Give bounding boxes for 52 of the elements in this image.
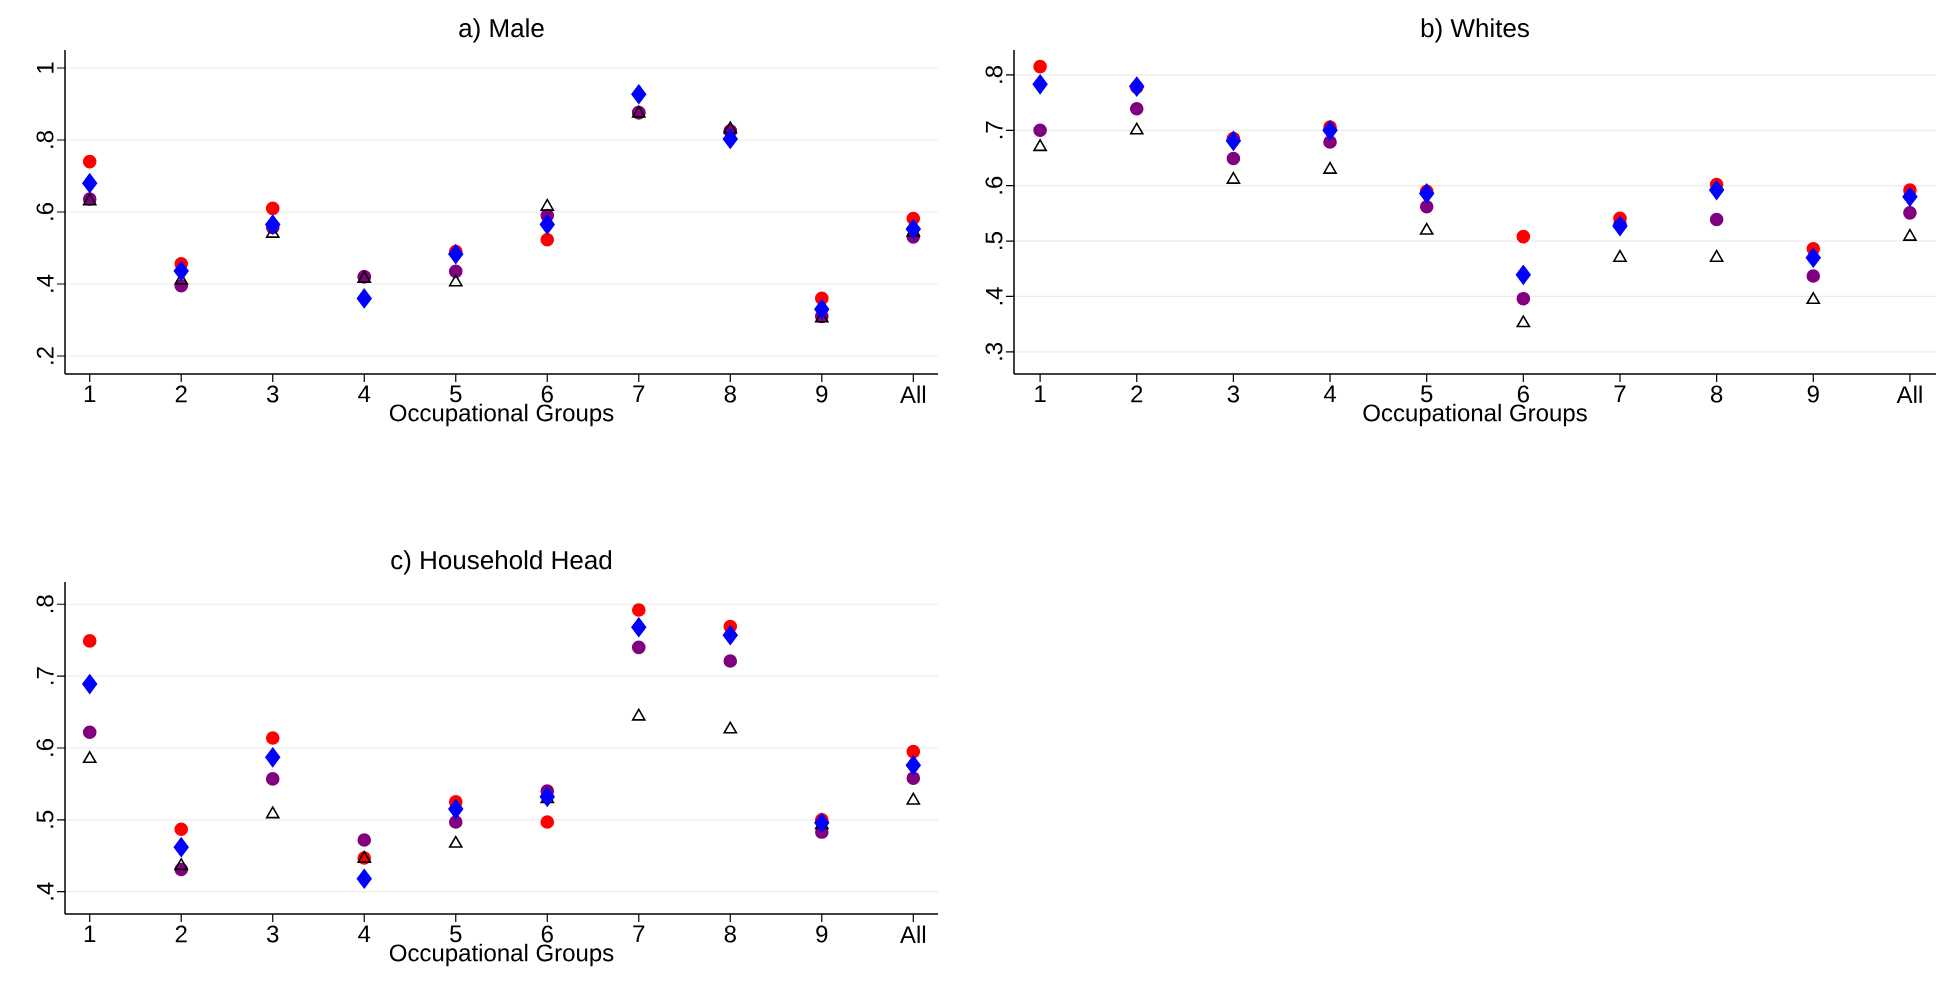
y-tick-label: .4 [36, 274, 54, 292]
x-tick-label: 8 [1710, 385, 1723, 403]
y-tick-label: .3 [985, 342, 1003, 360]
x-tick-label: 6 [541, 385, 553, 403]
x-tick-label: 6 [1517, 385, 1529, 403]
y-tick-label: .8 [36, 595, 54, 613]
x-tick-label: 9 [816, 385, 828, 403]
x-tick-label: 3 [266, 385, 279, 403]
x-axis-title: Occupational Groups [389, 403, 614, 427]
y-tick-label: .7 [36, 667, 54, 684]
x-tick-label: 4 [358, 385, 371, 403]
x-tick-label: 5 [450, 385, 462, 403]
x-tick-label: 9 [816, 925, 828, 943]
y-tick-label: .2 [36, 347, 54, 364]
chart-title: b) Whites [1421, 18, 1529, 43]
y-tick-label: .5 [985, 232, 1003, 249]
x-tick-label: 7 [633, 385, 645, 403]
x-tick-label: 3 [1227, 385, 1240, 403]
x-tick-label: 5 [1420, 385, 1433, 403]
y-tick-label: .7 [985, 121, 1003, 139]
x-tick-label: 1 [84, 385, 96, 403]
x-tick-label: 4 [358, 925, 371, 943]
x-tick-label: 2 [175, 925, 187, 943]
y-tick-label: .6 [985, 176, 1003, 194]
x-axis-title: Occupational Groups [389, 943, 614, 967]
x-axis-title: Occupational Groups [1363, 403, 1587, 427]
y-tick-label: .4 [36, 882, 54, 900]
x-tick-label: 8 [724, 925, 736, 943]
x-tick-label: All [900, 385, 926, 403]
x-tick-label: All [900, 925, 926, 943]
x-tick-label: 7 [1614, 385, 1626, 403]
x-tick-label: 8 [724, 385, 736, 403]
x-tick-label: 4 [1323, 385, 1337, 403]
chart-title: a) Male [459, 18, 544, 43]
x-tick-label: All [1896, 385, 1922, 403]
y-tick-label: .6 [36, 739, 54, 756]
y-tick-label: 1 [36, 62, 54, 73]
x-tick-label: 1 [1035, 385, 1046, 403]
y-tick-label: .5 [36, 810, 54, 828]
y-tick-label: .8 [36, 131, 54, 148]
y-tick-label: .6 [36, 203, 54, 220]
x-tick-label: 1 [84, 925, 96, 943]
x-tick-label: 6 [541, 925, 553, 943]
x-tick-label: 3 [266, 925, 279, 943]
y-tick-label: .4 [985, 287, 1003, 305]
x-tick-label: 7 [633, 925, 645, 943]
x-tick-label: 9 [1807, 385, 1819, 403]
x-tick-label: 5 [450, 925, 462, 943]
chart-title: c) Household Head [391, 550, 612, 575]
x-tick-label: 2 [1131, 385, 1143, 403]
y-tick-label: .8 [985, 65, 1003, 83]
x-tick-label: 2 [175, 385, 187, 403]
